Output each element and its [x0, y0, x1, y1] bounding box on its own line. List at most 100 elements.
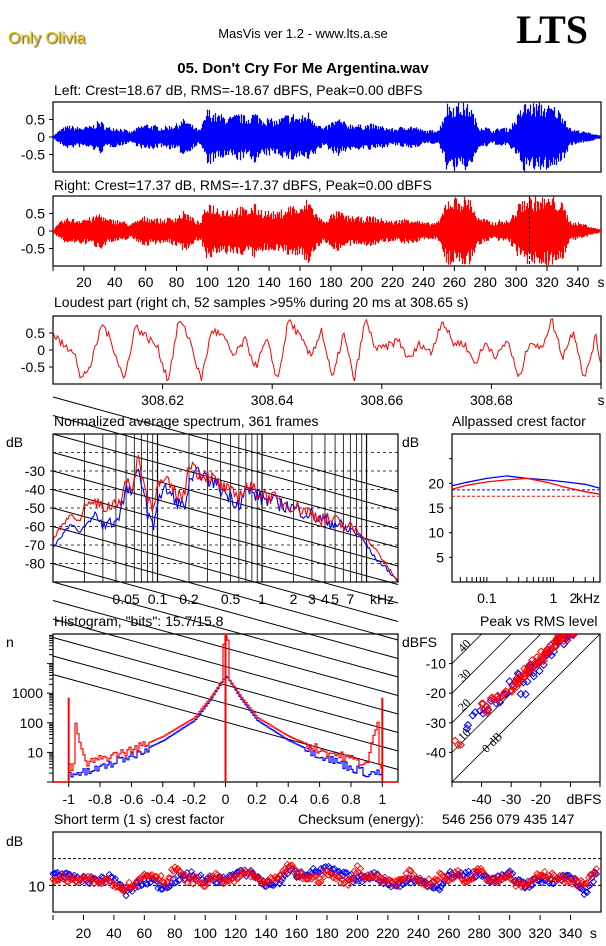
stcrest-point-right	[335, 873, 343, 881]
stcrest-point-right	[187, 872, 196, 881]
crest-series-right	[451, 477, 601, 495]
right-waveform-xtick-label: 100	[196, 274, 220, 290]
stcrest-point-right	[455, 870, 464, 879]
stcrest-point-right	[63, 877, 71, 886]
crest-ylabel: dB	[402, 434, 419, 450]
stcrest-point-right	[201, 882, 209, 891]
loudest-xtick-label: 308.62	[141, 392, 184, 408]
spectrum-series-left	[52, 466, 399, 582]
stcrest-point-right	[414, 878, 422, 886]
stcrest-xtick-label: 220	[376, 925, 400, 941]
stcrest-point-right	[88, 874, 97, 882]
stcrest-point-right	[394, 875, 403, 884]
right-waveform-xtick-label: 240	[412, 274, 436, 290]
spectrum-slope-line	[52, 415, 399, 511]
stcrest-point-right	[583, 879, 591, 887]
stcrest-point-left	[175, 876, 183, 884]
crest-xtick-label: 1	[550, 590, 558, 606]
stcrest-point-right	[528, 875, 537, 883]
pvr-point-right	[570, 634, 573, 635]
left-waveform-ytick-label: -0.5	[21, 147, 45, 163]
stcrest-xtick-label: 120	[224, 925, 248, 941]
stcrest-point-right	[522, 880, 531, 888]
left-waveform-signal	[52, 102, 602, 172]
stcrest-point-right	[300, 871, 308, 879]
stcrest-point-right	[489, 874, 497, 882]
stcrest-point-right	[311, 872, 319, 880]
stcrest-point-right	[506, 869, 514, 877]
stcrest-point-right	[428, 882, 436, 890]
right-waveform-ytick-label: 0	[37, 223, 45, 239]
stcrest-point-right	[405, 866, 413, 874]
stcrest-xtick-label: 320	[528, 925, 552, 941]
right-waveform-xtick-label: 20	[76, 274, 92, 290]
stcrest-point-left	[171, 879, 179, 887]
stcrest-point-right	[556, 872, 564, 880]
pvr-diagonal-label: 20	[455, 696, 473, 714]
right-waveform-xtick-label: 80	[169, 274, 185, 290]
stcrest-point-right	[165, 873, 173, 882]
stcrest-point-left	[187, 867, 196, 876]
stcrest-point-right	[248, 868, 257, 876]
stcrest-point-right	[52, 876, 60, 885]
right-waveform-xtick-label: 60	[138, 274, 154, 290]
stcrest-point-left	[163, 884, 171, 892]
histogram-xtick-label: 0.6	[310, 791, 330, 807]
short-term-crest-title: Short term (1 s) crest factor	[54, 811, 225, 827]
pvr-point-right	[512, 682, 521, 692]
right-waveform-xtick-label: 140	[257, 274, 281, 290]
stcrest-point-left	[283, 870, 292, 878]
stcrest-point-right	[295, 873, 304, 881]
pvr-xtick-label: -30	[501, 791, 521, 807]
spectrum-slope-line	[52, 452, 399, 548]
stcrest-xtick-label: 240	[407, 925, 431, 941]
stcrest-point-right	[67, 875, 75, 883]
stcrest-point-right	[461, 877, 470, 886]
allpassed-crest-title: Allpassed crest factor	[452, 413, 586, 429]
left-channel-title: Left: Crest=18.67 dB, RMS=-18.67 dBFS, P…	[54, 82, 423, 98]
stcrest-point-right	[222, 876, 231, 884]
pvr-point-right	[543, 645, 552, 654]
spectrum-series-right	[52, 454, 399, 582]
pvr-point-right	[531, 657, 540, 667]
pvr-diagonal	[452, 634, 600, 782]
stcrest-xtick-label: 180	[315, 925, 339, 941]
stcrest-point-right	[292, 872, 301, 880]
spectrum-slope-line	[52, 581, 399, 678]
stcrest-point-left	[589, 878, 598, 886]
loudest-part-title: Loudest part (right ch, 52 samples >95% …	[54, 294, 469, 310]
loudest-frame	[52, 315, 602, 385]
stcrest-point-right	[356, 865, 365, 873]
stcrest-xtick-label: 260	[437, 925, 461, 941]
crest-xtick-label: kHz	[576, 590, 600, 606]
brand-logo: LTS	[516, 7, 588, 52]
right-waveform-signal	[52, 196, 602, 266]
stcrest-point-right	[431, 875, 439, 883]
right-channel-title: Right: Crest=17.37 dB, RMS=-17.37 dBFS, …	[54, 177, 432, 193]
spectrum-slope-line	[52, 433, 399, 530]
stcrest-xtick-label: 340	[559, 925, 583, 941]
stcrest-point-right	[541, 867, 549, 876]
stcrest-point-right	[372, 874, 380, 882]
pvr-xtick-label: dBFS	[566, 791, 601, 807]
stcrest-point-right	[592, 865, 601, 873]
pvr-point-right	[569, 634, 578, 639]
stcrest-point-right	[245, 868, 254, 877]
stcrest-point-left	[349, 878, 357, 886]
spectrum-xtick-label: 4	[321, 591, 329, 607]
spectrum-ytick-label: -80	[25, 556, 45, 572]
stcrest-point-left	[583, 888, 591, 896]
spectrum-xtick-label: 3	[308, 591, 316, 607]
pvr-point-left	[516, 689, 526, 699]
spectrum-slope-line	[52, 563, 399, 659]
spectrum-xtick-label: kHz	[370, 591, 394, 607]
pvr-diagonal	[452, 634, 542, 724]
stcrest-point-right	[233, 874, 241, 883]
spectrum-ytick-label: -30	[25, 463, 45, 479]
histogram-xtick-label: 1	[378, 791, 386, 807]
stcrest-point-right	[178, 871, 187, 880]
pvr-point-right	[510, 677, 520, 686]
stcrest-point-left	[213, 879, 222, 887]
pvr-point-right	[493, 695, 503, 704]
